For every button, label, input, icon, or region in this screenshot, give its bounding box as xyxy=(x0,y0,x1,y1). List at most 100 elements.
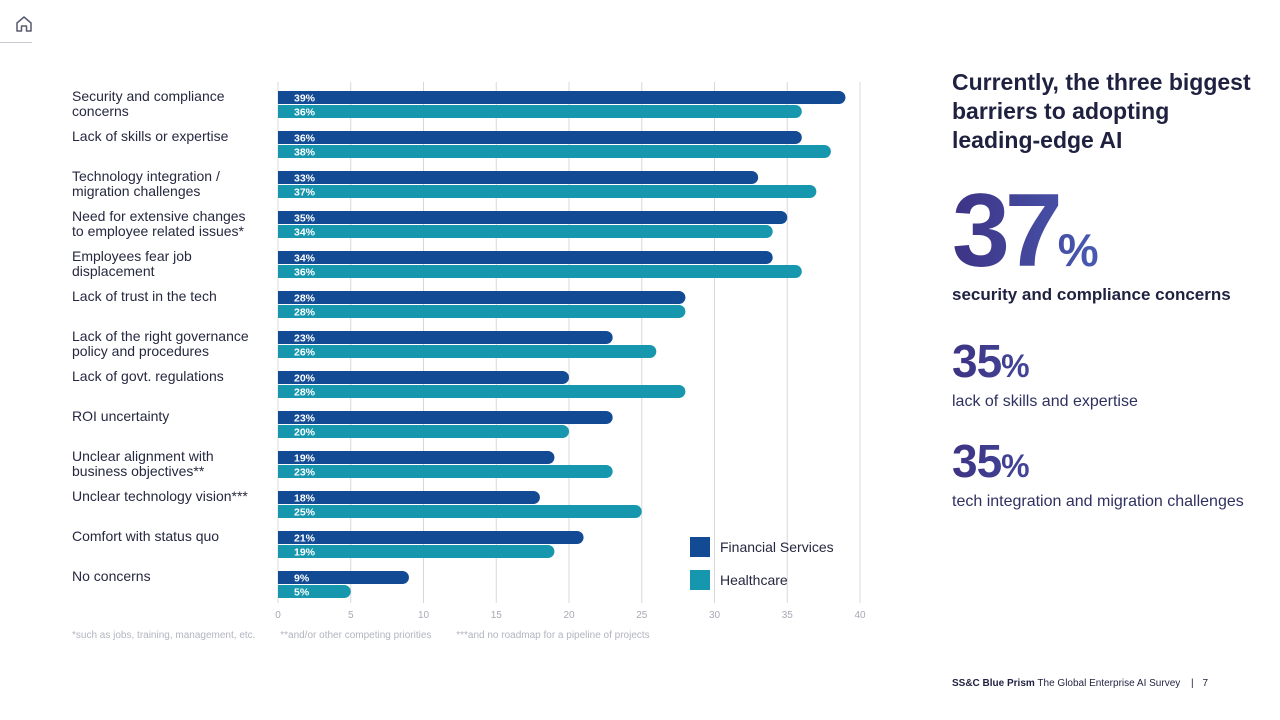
footnotes: *such as jobs, training, management, etc… xyxy=(72,630,672,641)
bar-financial-services-no-concerns xyxy=(278,571,409,584)
bar-base-financial-services-lack-of-trust-in-the-tech xyxy=(278,291,286,304)
bar-base-financial-services-unclear-alignment-with-business-objectives xyxy=(278,451,286,464)
bar-financial-services-lack-of-trust-in-the-tech xyxy=(278,291,686,304)
value-label-healthcare-unclear-alignment-with-business-objectives: 23% xyxy=(294,467,316,479)
bar-base-healthcare-comfort-with-status-quo xyxy=(278,545,286,558)
bar-base-financial-services-roi-uncertainty xyxy=(278,411,286,424)
footnote-3: ***and no roadmap for a pipeline of proj… xyxy=(456,630,650,641)
footnote-2: **and/or other competing priorities xyxy=(280,630,432,641)
bar-healthcare-unclear-technology-vision xyxy=(278,505,642,518)
value-label-financial-services-no-concerns: 9% xyxy=(294,573,310,585)
footer-title: The Global Enterprise AI Survey xyxy=(1037,678,1181,689)
category-label-security-and-compliance-concerns-line-1: Security and compliance xyxy=(72,88,225,104)
home-icon xyxy=(16,16,32,32)
value-label-healthcare-roi-uncertainty: 20% xyxy=(294,427,316,439)
stat-tertiary-unit: % xyxy=(1001,448,1030,484)
stat-secondary-value: 35 xyxy=(952,335,1002,387)
category-label-lack-of-skills-or-expertise: Lack of skills or expertise xyxy=(72,128,229,144)
stat-secondary-caption: lack of skills and expertise xyxy=(952,393,1138,410)
home-divider xyxy=(0,42,32,43)
bar-financial-services-lack-of-the-right-governance-policy-and-procedures xyxy=(278,331,613,344)
value-label-healthcare-comfort-with-status-quo: 19% xyxy=(294,547,316,559)
legend-swatch-financial-services xyxy=(690,537,710,557)
bar-base-healthcare-technology-integration-migration-challenges xyxy=(278,185,286,198)
footnote-1: *such as jobs, training, management, etc… xyxy=(72,630,256,641)
value-label-healthcare-lack-of-skills-or-expertise: 38% xyxy=(294,147,316,159)
value-label-healthcare-employees-fear-job-displacement: 36% xyxy=(294,267,316,279)
bar-healthcare-lack-of-the-right-governance-policy-and-procedures xyxy=(278,345,657,358)
x-tick-label-5: 5 xyxy=(348,610,354,621)
value-label-financial-services-lack-of-trust-in-the-tech: 28% xyxy=(294,293,316,305)
bar-healthcare-no-concerns xyxy=(278,585,351,598)
bar-healthcare-lack-of-skills-or-expertise xyxy=(278,145,831,158)
bar-base-financial-services-technology-integration-migration-challenges xyxy=(278,171,286,184)
x-tick-label-25: 25 xyxy=(636,610,648,621)
bar-financial-services-security-and-compliance-concerns xyxy=(278,91,846,104)
category-label-need-for-extensive-changes-to-employee-related-issues-line-1: Need for extensive changes xyxy=(72,208,246,224)
category-label-employees-fear-job-displacement-line-1: Employees fear job xyxy=(72,248,192,264)
page-footer: SS&C Blue Prism The Global Enterprise AI… xyxy=(952,678,1208,689)
category-label-technology-integration-migration-challenges-line-2: migration challenges xyxy=(72,183,200,199)
bar-healthcare-need-for-extensive-changes-to-employee-related-issues xyxy=(278,225,773,238)
bar-base-financial-services-lack-of-skills-or-expertise xyxy=(278,131,286,144)
x-tick-label-20: 20 xyxy=(563,610,575,621)
category-label-lack-of-the-right-governance-policy-and-procedures-line-2: policy and procedures xyxy=(72,343,209,359)
bar-base-healthcare-unclear-alignment-with-business-objectives xyxy=(278,465,286,478)
value-label-healthcare-no-concerns: 5% xyxy=(294,587,310,599)
x-tick-label-0: 0 xyxy=(275,610,281,621)
stat-tertiary-caption: tech integration and migration challenge… xyxy=(952,493,1244,510)
bar-healthcare-lack-of-trust-in-the-tech xyxy=(278,305,686,318)
bar-base-healthcare-no-concerns xyxy=(278,585,286,598)
value-label-healthcare-unclear-technology-vision: 25% xyxy=(294,507,316,519)
x-tick-label-10: 10 xyxy=(418,610,430,621)
bar-financial-services-comfort-with-status-quo xyxy=(278,531,584,544)
value-label-healthcare-technology-integration-migration-challenges: 37% xyxy=(294,187,316,199)
category-label-unclear-alignment-with-business-objectives-line-2: business objectives** xyxy=(72,463,205,479)
category-label-roi-uncertainty: ROI uncertainty xyxy=(72,408,169,424)
value-label-financial-services-lack-of-the-right-governance-policy-and-procedures: 23% xyxy=(294,333,316,345)
value-label-financial-services-technology-integration-migration-challenges: 33% xyxy=(294,173,316,185)
home-button[interactable] xyxy=(14,14,34,34)
bar-base-healthcare-lack-of-trust-in-the-tech xyxy=(278,305,286,318)
category-label-unclear-alignment-with-business-objectives-line-1: Unclear alignment with xyxy=(72,448,214,464)
category-label-security-and-compliance-concerns-line-2: concerns xyxy=(72,103,129,119)
bar-financial-services-lack-of-skills-or-expertise xyxy=(278,131,802,144)
value-label-financial-services-employees-fear-job-displacement: 34% xyxy=(294,253,316,265)
category-label-lack-of-the-right-governance-policy-and-procedures-line-1: Lack of the right governance xyxy=(72,328,249,344)
bar-healthcare-unclear-alignment-with-business-objectives xyxy=(278,465,613,478)
stat-primary: 37% xyxy=(952,185,1252,277)
value-label-financial-services-roi-uncertainty: 23% xyxy=(294,413,316,425)
legend-label-healthcare: Healthcare xyxy=(720,572,788,588)
category-label-unclear-technology-vision: Unclear technology vision*** xyxy=(72,488,248,504)
value-label-financial-services-unclear-technology-vision: 18% xyxy=(294,493,316,505)
bar-base-healthcare-lack-of-skills-or-expertise xyxy=(278,145,286,158)
value-label-financial-services-unclear-alignment-with-business-objectives: 19% xyxy=(294,453,316,465)
footer-brand: SS&C Blue Prism xyxy=(951,678,1035,689)
bar-base-healthcare-lack-of-govt-regulations xyxy=(278,385,286,398)
findings-headline: Currently, the three biggest barriers to… xyxy=(952,69,1251,153)
bar-base-healthcare-employees-fear-job-displacement xyxy=(278,265,286,278)
bar-healthcare-employees-fear-job-displacement xyxy=(278,265,802,278)
bar-base-healthcare-lack-of-the-right-governance-policy-and-procedures xyxy=(278,345,286,358)
value-label-financial-services-lack-of-govt-regulations: 20% xyxy=(294,373,316,385)
legend-swatch-healthcare xyxy=(690,570,710,590)
x-tick-label-30: 30 xyxy=(709,610,721,621)
value-label-financial-services-security-and-compliance-concerns: 39% xyxy=(294,93,316,105)
bar-base-financial-services-employees-fear-job-displacement xyxy=(278,251,286,264)
stat-tertiary: 35% xyxy=(952,436,1252,486)
value-label-healthcare-lack-of-the-right-governance-policy-and-procedures: 26% xyxy=(294,347,316,359)
stat-secondary-unit: % xyxy=(1001,348,1030,384)
bar-financial-services-need-for-extensive-changes-to-employee-related-issues xyxy=(278,211,788,224)
bar-healthcare-roi-uncertainty xyxy=(278,425,569,438)
bar-base-financial-services-lack-of-the-right-governance-policy-and-procedures xyxy=(278,331,286,344)
category-label-employees-fear-job-displacement-line-2: displacement xyxy=(72,263,155,279)
category-label-need-for-extensive-changes-to-employee-related-issues-line-2: to employee related issues* xyxy=(72,223,245,239)
stat-tertiary-value: 35 xyxy=(952,435,1002,487)
bar-financial-services-unclear-technology-vision xyxy=(278,491,540,504)
key-findings-panel: Currently, the three biggest barriers to… xyxy=(952,68,1252,512)
bar-base-healthcare-unclear-technology-vision xyxy=(278,505,286,518)
category-label-lack-of-govt-regulations: Lack of govt. regulations xyxy=(72,368,224,384)
page-number: 7 xyxy=(1202,678,1208,689)
bar-base-financial-services-comfort-with-status-quo xyxy=(278,531,286,544)
value-label-financial-services-lack-of-skills-or-expertise: 36% xyxy=(294,133,316,145)
